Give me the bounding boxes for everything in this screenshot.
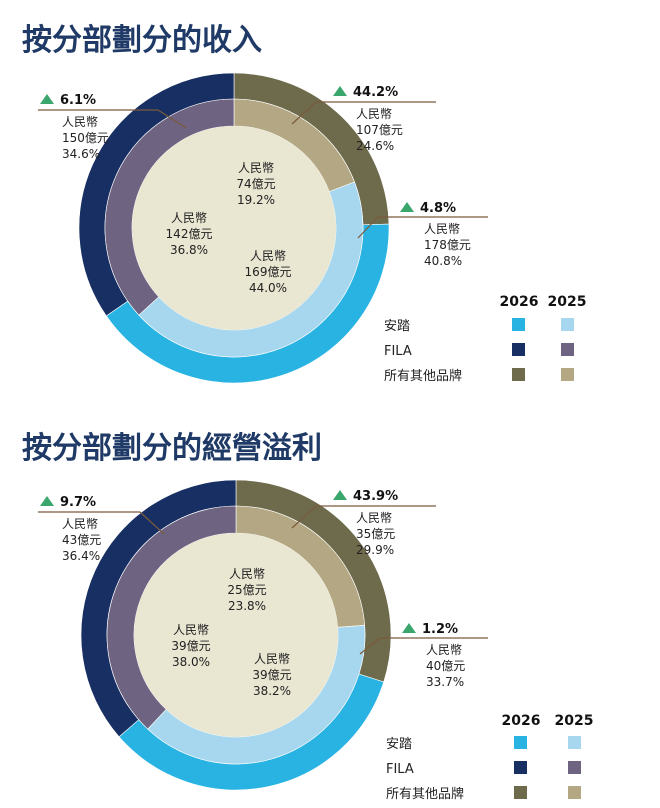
leader-line [357, 216, 379, 239]
amount-text: 35億元 [356, 527, 395, 541]
currency-text: 人民幣 [426, 643, 462, 657]
leader-line [359, 637, 381, 655]
growth-text: 44.2% [353, 85, 398, 100]
amount-text: 169億元 [245, 265, 292, 279]
chart-1-label-others: 44.2% 人民幣 107億元 24.6% [291, 85, 436, 153]
slice-anta-2025 [138, 181, 364, 358]
chart-2-inner-label-anta: 人民幣 39億元 38.2% [252, 652, 291, 698]
share-text: 44.0% [249, 281, 287, 295]
chart-2-label-anta: 1.2% 人民幣 40億元 33.7% [359, 622, 488, 689]
legend-swatch [568, 786, 581, 799]
currency-text: 人民幣 [254, 652, 290, 666]
currency-text: 人民幣 [62, 517, 98, 531]
chart-2-label-fila: 9.7% 人民幣 43億元 36.4% [38, 495, 165, 563]
amount-text: 39億元 [252, 668, 291, 682]
chart-2-label-others: 43.9% 人民幣 35億元 29.9% [291, 489, 436, 557]
legend-year-2026: 2026 [502, 713, 541, 729]
currency-text: 人民幣 [62, 115, 98, 129]
legend-item-anta: 安踏 [386, 737, 412, 752]
currency-text: 人民幣 [250, 249, 286, 263]
up-arrow-icon [40, 496, 54, 506]
currency-text: 人民幣 [229, 567, 265, 581]
up-arrow-icon [402, 623, 416, 633]
legend-swatch [514, 736, 527, 749]
amount-text: 25億元 [227, 583, 266, 597]
chart-2-inner-label-fila: 人民幣 39億元 38.0% [171, 623, 210, 669]
currency-text: 人民幣 [356, 107, 392, 121]
up-arrow-icon [333, 86, 347, 96]
share-text: 38.2% [253, 684, 291, 698]
chart-1-rings [78, 72, 390, 384]
legend-item-fila: FILA [384, 344, 412, 359]
share-text: 23.8% [228, 599, 266, 613]
amount-text: 150億元 [62, 131, 109, 145]
share-text: 40.8% [424, 254, 462, 268]
chart-1-inner-label-anta: 人民幣 169億元 44.0% [245, 249, 292, 295]
donut-center [134, 533, 338, 737]
chart-1-label-fila: 6.1% 人民幣 150億元 34.6% [38, 93, 187, 161]
legend-year-2025: 2025 [548, 294, 587, 310]
chart-1-title: 按分部劃分的收入 [22, 23, 262, 58]
amount-text: 178億元 [424, 238, 471, 252]
chart-1-inner-label-fila: 人民幣 142億元 36.8% [166, 211, 213, 257]
legend-swatch [561, 343, 574, 356]
chart-2-rings [80, 479, 392, 791]
share-text: 33.7% [426, 675, 464, 689]
amount-text: 142億元 [166, 227, 213, 241]
share-text: 36.8% [170, 243, 208, 257]
legend-swatch [512, 343, 525, 356]
chart-2-inner-label-others: 人民幣 25億元 23.8% [227, 567, 266, 613]
donut-center [132, 126, 336, 330]
share-text: 19.2% [237, 193, 275, 207]
amount-text: 43億元 [62, 533, 101, 547]
legend-swatch [561, 368, 574, 381]
chart-1-inner-label-others: 人民幣 74億元 19.2% [236, 161, 275, 207]
legend-year-2025: 2025 [555, 713, 594, 729]
share-text: 38.0% [172, 655, 210, 669]
share-text: 29.9% [356, 543, 394, 557]
legend-swatch [514, 786, 527, 799]
growth-text: 4.8% [420, 201, 456, 216]
currency-text: 人民幣 [173, 623, 209, 637]
legend-swatch [514, 761, 527, 774]
legend-item-others: 所有其他品牌 [384, 368, 462, 384]
amount-text: 39億元 [171, 639, 210, 653]
growth-text: 43.9% [353, 489, 398, 504]
chart-1-label-anta: 4.8% 人民幣 178億元 40.8% [357, 201, 488, 268]
legend-swatch [512, 368, 525, 381]
leader-line [139, 511, 165, 535]
share-text: 34.6% [62, 147, 100, 161]
currency-text: 人民幣 [356, 511, 392, 525]
currency-text: 人民幣 [424, 222, 460, 236]
chart-2-legend: 2026 2025 安踏 FILA 所有其他品牌 [386, 713, 593, 802]
amount-text: 40億元 [426, 659, 465, 673]
leader-line [291, 101, 317, 125]
legend-item-fila: FILA [386, 762, 414, 777]
currency-text: 人民幣 [171, 211, 207, 225]
currency-text: 人民幣 [238, 161, 274, 175]
legend-swatch [561, 318, 574, 331]
legend-item-anta: 安踏 [384, 319, 410, 334]
growth-text: 6.1% [60, 93, 96, 108]
leader-line [157, 109, 187, 129]
up-arrow-icon [333, 490, 347, 500]
legend-swatch [568, 736, 581, 749]
amount-text: 107億元 [356, 123, 403, 137]
share-text: 36.4% [62, 549, 100, 563]
chart-1-legend: 2026 2025 安踏 FILA 所有其他品牌 [384, 294, 586, 384]
share-text: 24.6% [356, 139, 394, 153]
legend-year-2026: 2026 [500, 294, 539, 310]
legend-item-others: 所有其他品牌 [386, 786, 464, 802]
leader-line [291, 505, 317, 529]
chart-2-title: 按分部劃分的經營溢利 [22, 431, 322, 466]
legend-swatch [568, 761, 581, 774]
legend-swatch [512, 318, 525, 331]
amount-text: 74億元 [236, 177, 275, 191]
up-arrow-icon [40, 94, 54, 104]
growth-text: 9.7% [60, 495, 96, 510]
growth-text: 1.2% [422, 622, 458, 637]
up-arrow-icon [400, 202, 414, 212]
